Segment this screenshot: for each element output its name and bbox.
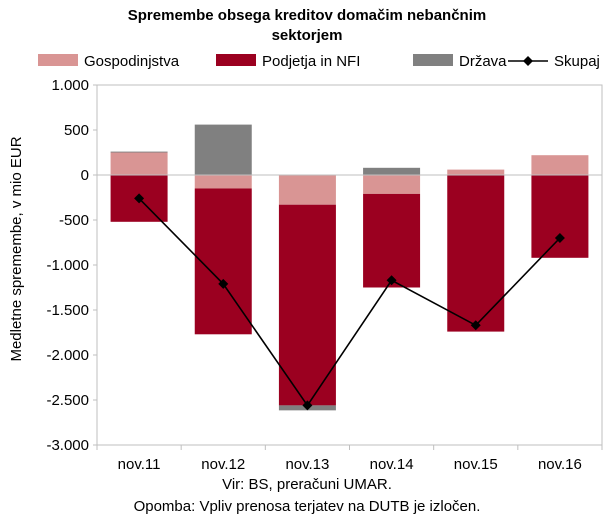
x-tick-label: nov.16 (538, 456, 582, 473)
x-tick-label: nov.15 (454, 456, 498, 473)
bar-podjetja-in-nfi (278, 204, 336, 406)
bar-drzava (110, 151, 168, 153)
legend-label-skupaj: Skupaj (554, 53, 600, 70)
legend-label-gospodinjstva: Gospodinjstva (84, 53, 180, 70)
marker-skupaj (554, 233, 565, 243)
bar-gospodinjstva (110, 152, 168, 175)
bar-gospodinjstva (363, 175, 421, 194)
marker-skupaj (218, 278, 229, 289)
source-note: Vir: BS, preračuni UMAR. (222, 476, 392, 493)
bar-podjetja-in-nfi (531, 175, 589, 258)
x-tick-label: nov.11 (118, 456, 161, 473)
bar-podjetja-in-nfi (363, 193, 421, 288)
bar-podjetja-in-nfi (447, 175, 505, 332)
y-tick-label: 1.000 (51, 77, 89, 94)
y-tick-label: -3.000 (46, 437, 89, 454)
marker-skupaj (470, 320, 481, 331)
y-tick-label: -1.000 (46, 257, 89, 274)
y-axis-label: Medletne spremembe, v mio EUR (8, 136, 25, 361)
bar-gospodinjstva (531, 155, 589, 175)
y-tick-label: 0 (81, 167, 89, 184)
legend-swatch-drzava (413, 54, 453, 66)
line-skupaj (138, 197, 561, 407)
y-tick-label: -2.500 (46, 392, 89, 409)
chart-title: Spremembe obsega kreditov domačim nebanč… (0, 6, 614, 46)
marker-skupaj (134, 193, 145, 204)
legend-swatch-gospodinjstva (38, 54, 78, 66)
bar-drzava (194, 124, 252, 175)
bar-drzava (363, 167, 421, 175)
chart-title-line-1: Spremembe obsega kreditov domačim nebanč… (127, 7, 487, 24)
bar-gospodinjstva (278, 175, 336, 205)
legend-label-podjetja-in-nfi: Podjetja in NFI (262, 53, 360, 70)
legend-marker-skupaj (523, 56, 533, 66)
bar-gospodinjstva (194, 175, 252, 189)
legend-label-drzava: Država (459, 53, 507, 70)
marker-skupaj (386, 275, 397, 286)
chart-title-line-2: sektorjem (271, 27, 343, 44)
legend-swatch-podjetja-in-nfi (216, 54, 256, 66)
y-tick-label: -1.500 (46, 302, 89, 319)
y-tick-label: 500 (64, 122, 89, 139)
marker-skupaj (302, 400, 313, 411)
y-tick-label: -2.000 (46, 347, 89, 364)
x-tick-label: nov.14 (370, 456, 414, 473)
plot-area (96, 84, 603, 446)
x-tick-label: nov.13 (285, 456, 329, 473)
bar-gospodinjstva (447, 169, 505, 175)
y-tick-label: -500 (59, 212, 89, 229)
footnote: Opomba: Vpliv prenosa terjatev na DUTB j… (133, 498, 481, 515)
x-tick-label: nov.12 (201, 456, 245, 473)
